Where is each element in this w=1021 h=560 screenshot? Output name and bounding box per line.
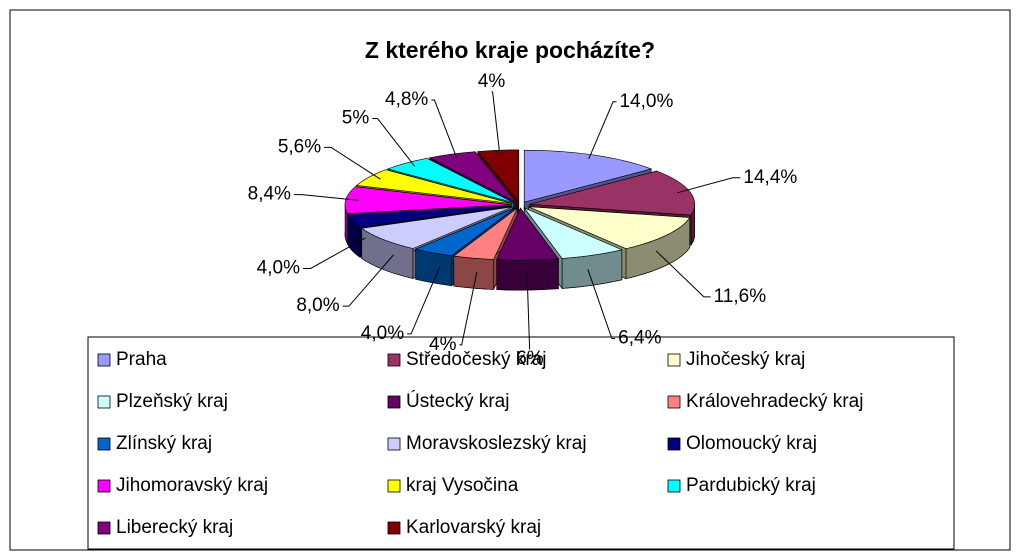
data-label: 14,4% <box>743 167 797 188</box>
legend-swatch <box>387 437 401 451</box>
data-label: 8,4% <box>248 184 291 205</box>
leader-line <box>588 101 617 160</box>
legend-label: Jihomoravský kraj <box>116 475 268 496</box>
slice <box>528 206 691 249</box>
slice <box>523 149 653 203</box>
legend-swatch <box>667 437 681 451</box>
data-label: 4% <box>429 334 457 355</box>
slice <box>529 170 695 216</box>
leader-line <box>459 272 478 346</box>
legend-label: Středočeský kraj <box>406 349 546 370</box>
legend-label: Pardubický kraj <box>686 475 816 496</box>
leader-line <box>676 177 741 194</box>
legend-swatch <box>667 353 681 367</box>
leader-line <box>342 254 394 307</box>
legend-swatch <box>387 395 401 409</box>
leader-line <box>526 273 531 350</box>
slice <box>523 207 623 259</box>
legend-label: Královehradecký kraj <box>686 391 863 412</box>
legend-swatch <box>97 521 111 535</box>
slice <box>496 207 559 261</box>
legend-swatch <box>97 479 111 493</box>
data-label: 4% <box>478 71 506 92</box>
slice-outer-wall <box>453 255 494 290</box>
chart-title: Z kterého kraje pocházíte? <box>365 37 655 63</box>
data-label: 5% <box>342 107 370 128</box>
legend-swatch <box>97 395 111 409</box>
legend-label: Praha <box>116 349 167 370</box>
legend-label: Liberecký kraj <box>116 517 233 538</box>
data-label: 11,6% <box>714 286 767 307</box>
legend-label: Karlovarský kraj <box>406 517 541 538</box>
legend-label: Olomoucký kraj <box>686 433 817 454</box>
legend-label: Plzeňský kraj <box>116 391 228 412</box>
legend-swatch <box>667 479 681 493</box>
data-label: 8,0% <box>296 295 339 316</box>
legend-box <box>87 336 955 550</box>
legend-swatch <box>667 395 681 409</box>
leader-line <box>431 99 458 159</box>
leader-line <box>491 91 501 155</box>
slice <box>414 207 516 257</box>
slice <box>477 149 520 203</box>
legend-label: kraj Vysočina <box>406 475 519 496</box>
slice <box>360 206 513 249</box>
data-label: 5,6% <box>278 136 321 157</box>
leader-line <box>302 237 366 269</box>
legend-label: Zlínský kraj <box>116 433 212 454</box>
data-label: 6% <box>516 348 544 369</box>
leader-line <box>407 267 440 335</box>
legend-swatch <box>387 479 401 493</box>
legend-swatch <box>97 353 111 367</box>
data-label: 6,4% <box>618 328 661 349</box>
slice <box>347 205 511 228</box>
legend-swatch <box>387 521 401 535</box>
slice <box>386 158 514 203</box>
slice <box>428 151 517 203</box>
leader-line <box>372 117 416 167</box>
legend-swatch <box>97 437 111 451</box>
data-label: 4,0% <box>257 257 300 278</box>
slice <box>344 186 511 214</box>
legend-label: Ústecký kraj <box>406 390 509 412</box>
data-label: 4,0% <box>361 323 404 344</box>
data-label: 4,8% <box>385 89 428 110</box>
legend-swatch <box>387 353 401 367</box>
legend-label: Moravskoslezský kraj <box>406 433 587 454</box>
leader-line <box>587 269 616 339</box>
slice <box>355 169 512 204</box>
leader-line <box>293 194 359 201</box>
leader-line <box>324 146 381 180</box>
data-label: 14,0% <box>619 91 673 112</box>
legend-label: Jihočeský kraj <box>686 349 805 370</box>
leader-line <box>655 250 711 298</box>
slice <box>453 207 518 260</box>
